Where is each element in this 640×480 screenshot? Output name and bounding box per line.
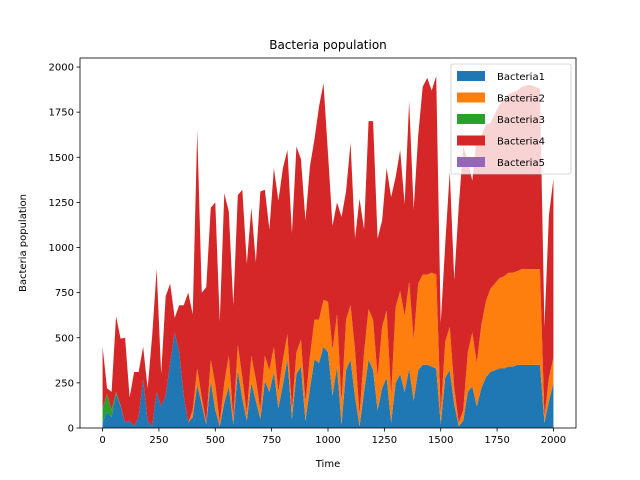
x-axis-ticks: 0 250 500 750 1000 1250 1500 1750 2000 bbox=[99, 428, 566, 446]
area-series-group bbox=[102, 76, 554, 428]
x-axis-label: Time bbox=[315, 459, 340, 470]
y-tick-label: 750 bbox=[55, 288, 74, 299]
y-tick-label: 2000 bbox=[49, 63, 74, 74]
legend-box bbox=[450, 63, 572, 175]
legend-label: Bacteria1 bbox=[497, 72, 545, 83]
y-tick-label: 1250 bbox=[49, 198, 74, 209]
y-tick-label: 1000 bbox=[49, 243, 74, 254]
legend-label: Bacteria3 bbox=[497, 115, 545, 126]
y-tick-label: 0 bbox=[68, 424, 74, 435]
x-tick-label: 1750 bbox=[484, 435, 509, 446]
legend-label: Bacteria5 bbox=[497, 158, 545, 169]
legend-swatch bbox=[457, 71, 485, 81]
x-tick-label: 0 bbox=[99, 435, 105, 446]
legend: Bacteria1 Bacteria2 Bacteria3 Bacteria4 Bact… bbox=[450, 63, 572, 175]
x-tick-label: 750 bbox=[262, 435, 281, 446]
x-tick-label: 1250 bbox=[372, 435, 397, 446]
y-tick-label: 250 bbox=[55, 378, 74, 389]
x-tick-label: 1500 bbox=[428, 435, 453, 446]
x-tick-label: 500 bbox=[206, 435, 225, 446]
y-axis-label: Bacteria population bbox=[18, 194, 29, 292]
legend-label: Bacteria4 bbox=[497, 137, 545, 148]
x-tick-label: 250 bbox=[149, 435, 168, 446]
y-tick-label: 500 bbox=[55, 333, 74, 344]
legend-swatch bbox=[457, 135, 485, 146]
area-series-2 bbox=[102, 269, 554, 427]
area-series-4 bbox=[102, 76, 554, 427]
x-tick-label: 1000 bbox=[315, 435, 340, 446]
y-tick-label: 1500 bbox=[49, 153, 74, 164]
legend-swatch bbox=[457, 92, 485, 103]
legend-label: Bacteria2 bbox=[497, 94, 545, 105]
chart-title: Bacteria population bbox=[269, 38, 387, 52]
legend-swatch bbox=[457, 114, 485, 124]
legend-swatch bbox=[457, 157, 485, 167]
y-tick-label: 1750 bbox=[49, 108, 74, 119]
area-series-1 bbox=[102, 332, 554, 428]
x-tick-label: 2000 bbox=[541, 435, 566, 446]
y-axis-ticks: 0 250 500 750 1000 1250 1500 1750 2000 bbox=[49, 63, 80, 435]
